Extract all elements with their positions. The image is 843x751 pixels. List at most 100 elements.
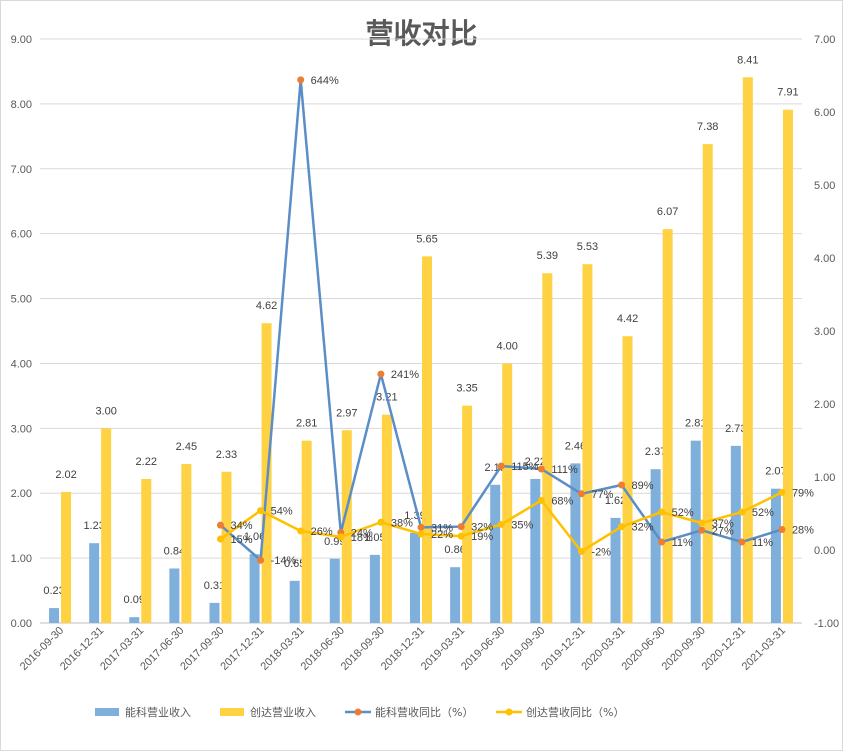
bar-data-label: 4.62 [256, 300, 277, 312]
bar-data-label: 1.23 [83, 520, 104, 532]
line-point [457, 532, 465, 540]
bar-data-label: 3.35 [456, 383, 477, 395]
y2-tick-label: 3.00 [814, 326, 835, 338]
line-point [377, 518, 385, 526]
legend-marker [354, 708, 362, 716]
bar-data-label: 5.53 [577, 241, 598, 253]
bar-data-label: 4.42 [617, 313, 638, 325]
y-tick-label: 7.00 [11, 164, 32, 176]
line-data-label: 19% [471, 531, 493, 543]
bar-chuang [422, 256, 432, 623]
bar-data-label: 2.07 [765, 466, 786, 478]
bar-neng [249, 554, 260, 623]
bar-neng [369, 554, 380, 623]
bar-data-label: 5.39 [537, 250, 558, 262]
bar-chuang [582, 264, 593, 623]
bar-chuang [261, 323, 272, 623]
line-point [698, 526, 706, 534]
bar-data-label: 7.38 [697, 121, 718, 133]
bar-chuang [381, 414, 392, 623]
line-point [658, 538, 666, 546]
line-data-label: -2% [591, 546, 611, 558]
bar-data-label: 0.31 [204, 580, 225, 592]
bar-chuang [341, 430, 352, 623]
line-data-label: 241% [391, 369, 419, 381]
legend-label: 创达营收同比（%） [526, 705, 624, 719]
bar-data-label: 1.62 [605, 495, 626, 507]
bar-chuang [622, 336, 633, 623]
line-point [497, 520, 505, 528]
bar-data-label: 2.22 [525, 456, 546, 468]
y-tick-label: 2.00 [11, 488, 32, 500]
bar-data-label: 8.41 [737, 54, 758, 66]
y-tick-label: 4.00 [11, 358, 32, 370]
bar-chuang [101, 428, 112, 623]
y-tick-label: 8.00 [11, 99, 32, 111]
bar-neng [89, 543, 100, 623]
y-tick-label: 3.00 [11, 423, 32, 435]
line-point [257, 507, 265, 515]
line-point [658, 508, 666, 516]
line-data-label: -14% [271, 555, 297, 567]
line-point [457, 523, 465, 531]
bar-data-label: 2.81 [296, 418, 317, 430]
y2-tick-label: 5.00 [814, 180, 835, 192]
line-point [216, 535, 224, 543]
bar-neng [450, 567, 461, 623]
line-data-label: 38% [391, 517, 413, 529]
legend-swatch [220, 708, 244, 716]
line-point [618, 523, 626, 531]
bar-data-label: 5.65 [416, 233, 437, 245]
line-data-label: 22% [431, 529, 453, 541]
bar-neng [129, 617, 140, 623]
bar-data-label: 0.86 [444, 544, 465, 556]
line-data-label: 37% [712, 518, 734, 530]
line-data-label: 115% [511, 461, 539, 473]
bar-chuang [221, 471, 232, 623]
line-data-label: 31% [431, 522, 453, 534]
bar-neng [650, 469, 661, 623]
line-data-label: 77% [591, 489, 613, 501]
line-data-label: 32% [632, 522, 654, 534]
bar-data-label: 4.00 [496, 340, 517, 352]
bar-data-label: 2.45 [176, 441, 197, 453]
bar-chuang [181, 464, 192, 623]
line-point [297, 527, 305, 535]
bar-chuang [462, 405, 473, 623]
legend-label: 能科营收同比（%） [375, 705, 473, 719]
line-point [618, 481, 626, 489]
line-point [577, 547, 585, 555]
line-point [698, 519, 706, 527]
line-point [497, 462, 505, 470]
y2-tick-label: 7.00 [814, 34, 835, 46]
line-point [417, 523, 425, 531]
bar-neng [530, 478, 541, 623]
bar-data-label: 2.81 [685, 418, 706, 430]
bar-chuang [61, 491, 72, 623]
line-point [537, 496, 545, 504]
bar-data-label: 1.06 [244, 531, 265, 543]
line-data-label: 52% [752, 507, 774, 519]
line-data-label: 89% [632, 480, 654, 492]
line-data-label: 15% [230, 534, 252, 546]
y2-tick-label: 6.00 [814, 107, 835, 119]
y-tick-label: 6.00 [11, 229, 32, 241]
legend-marker [505, 708, 513, 716]
line-data-label: 27% [712, 525, 734, 537]
bar-chuang [782, 109, 793, 624]
bar-chuang [662, 229, 673, 623]
line-point [577, 490, 585, 498]
y2-tick-label: 0.00 [814, 545, 835, 557]
bar-data-label: 6.07 [657, 206, 678, 218]
line-data-label: 32% [471, 522, 493, 534]
line-point [778, 488, 786, 496]
x-tick-label: 2021-03-31 [740, 625, 788, 673]
bar-neng [289, 580, 300, 623]
bar-data-label: 3.00 [95, 405, 116, 417]
bar-data-label: 2.73 [725, 423, 746, 435]
bar-neng [490, 484, 501, 623]
bar-data-label: 2.33 [216, 449, 237, 461]
bar-chuang [502, 363, 513, 623]
bar-neng [209, 602, 220, 623]
